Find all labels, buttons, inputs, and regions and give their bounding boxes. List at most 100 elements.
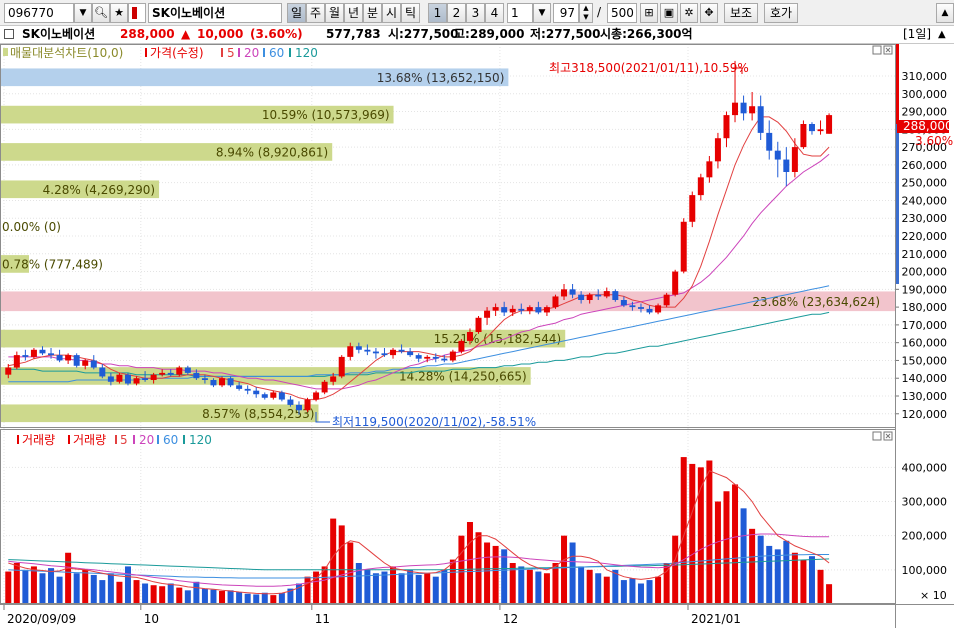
volume-profile: 13.68% (13,652,150) 10.59% (10,573,969) 8.… [0,68,896,423]
vp-bar-3 [0,180,160,199]
volume-bar-13 [116,581,123,604]
period-btn-2[interactable]: 월 [325,3,344,23]
axis-scroll-indicator[interactable] [896,124,899,284]
checkbox-icon[interactable] [4,29,14,39]
current-price-tag: 288,000 [903,119,953,133]
volume-bar-92 [791,552,798,604]
period-btn-3[interactable]: 년 [344,3,363,23]
volume-bar-39 [338,525,345,604]
collapse-icon[interactable]: ▲ [936,3,954,23]
volume-bar-23 [201,588,208,604]
info-low: 저:277,500 [530,27,601,41]
candle-body-38 [330,376,337,382]
candle-body-29 [253,390,260,395]
volume-bar-93 [800,559,807,604]
volume-bar-60 [518,566,525,604]
volume-bar-79 [680,457,687,604]
volume-bar-51 [441,569,448,604]
period-btn-4[interactable]: 분 [363,3,382,23]
quote-button[interactable]: 호가 [764,3,798,23]
volume-bar-50 [432,576,439,604]
volume-bar-62 [535,571,542,604]
legend-vol-ma60: 60 [163,433,178,447]
total-input[interactable]: 500 [607,3,637,23]
volume-bar-41 [355,563,362,604]
price-tick-label-2: 290,000 [902,106,948,119]
count-slash: / [597,5,602,19]
info-high: 고:289,000 [454,27,525,41]
price-tick-label-18: 130,000 [902,390,948,403]
number-btn-1[interactable]: 1 [428,3,447,23]
volume-bar-91 [783,540,790,604]
legend-ma60: 60 [269,46,284,60]
volume-bar-77 [663,563,670,604]
save-icon[interactable]: ▣ [660,3,678,23]
panel-controls-top[interactable] [872,45,893,55]
count-input[interactable]: 97 [553,3,579,23]
price-tick-label-6: 250,000 [902,177,948,190]
annotations: 최고318,500(2021/01/11),10.59% 최저119,500(2… [315,61,953,602]
move-icon[interactable]: ✥ [700,3,718,23]
stock-code-input[interactable]: 096770 [4,3,74,23]
volume-bar-37 [321,566,328,604]
x-tick-label-4: 2021/01 [691,612,741,626]
legend-top: 매물대분석차트(10,0) 가격(수정) 5 20 60 120 [3,46,318,60]
candle-body-10 [90,360,97,368]
volume-bar-20 [176,587,183,604]
vol-tick-label-3: 100,000 [902,564,948,577]
price-tick-label-4: 270,000 [902,141,948,154]
collapse-icon-2[interactable]: ▲ [938,29,946,40]
candle-body-7 [65,355,72,361]
candles [5,60,833,415]
volume-bar-65 [561,535,568,604]
interval-input[interactable]: 1 [507,3,533,23]
volume-bar-74 [637,583,644,604]
volume-bar-42 [364,569,371,604]
volume-bar-36 [313,571,320,604]
price-tick-label-1: 300,000 [902,88,948,101]
stock-name-field[interactable]: SK이노베이션 [148,3,282,23]
period-btn-5[interactable]: 시 [382,3,401,23]
x-tick-label-2: 11 [315,612,330,626]
settings-icon[interactable]: ✲ [680,3,698,23]
interval-dropdown-icon[interactable]: ▼ [533,3,551,23]
info-change: 10,000 [197,27,244,41]
volume-bar-88 [757,535,764,604]
candle-body-49 [424,356,431,359]
candle-body-51 [441,358,448,361]
volume-bars [5,457,833,604]
volume-bar-61 [526,569,533,604]
count-spinner-icon[interactable]: ▲ ▼ [579,3,593,23]
period-btn-0[interactable]: 일 [287,3,306,23]
star-icon[interactable]: ★ [110,3,128,23]
legend-ma5: 5 [227,46,235,60]
period-btn-1[interactable]: 주 [306,3,325,23]
volume-bar-18 [159,586,166,604]
legend-vol-ma20: 20 [139,433,154,447]
number-btn-3[interactable]: 3 [466,3,485,23]
volume-bar-66 [569,542,576,604]
candle-body-36 [313,392,320,400]
candle-body-85 [732,102,739,116]
info-period[interactable]: [1일] [903,27,932,41]
candle-body-4 [39,349,46,354]
number-btn-4[interactable]: 4 [485,3,504,23]
candle-body-39 [338,356,345,377]
candle-body-74 [637,307,644,309]
vp-label-1: 10.59% (10,573,969) [262,108,390,122]
volume-bar-63 [543,573,550,604]
dropdown-icon[interactable]: ▼ [74,3,92,23]
vol-ma20-line [8,533,830,587]
candle-body-3 [30,349,37,357]
number-btn-2[interactable]: 2 [447,3,466,23]
add-window-icon[interactable]: ⊞ [640,3,658,23]
search-icon[interactable]: 🔍︎ [92,3,110,23]
stock-chart[interactable]: 13.68% (13,652,150) 10.59% (10,573,969) 8.… [0,44,954,628]
aux-button[interactable]: 보조 [724,3,758,23]
info-open: 시:277,500 [388,27,459,41]
price-tick-label-13: 180,000 [902,301,948,314]
period-btn-6[interactable]: 틱 [401,3,420,23]
volume-bar-55 [475,532,482,604]
volume-bar-71 [612,569,619,604]
panel-controls-bottom[interactable] [872,431,893,441]
